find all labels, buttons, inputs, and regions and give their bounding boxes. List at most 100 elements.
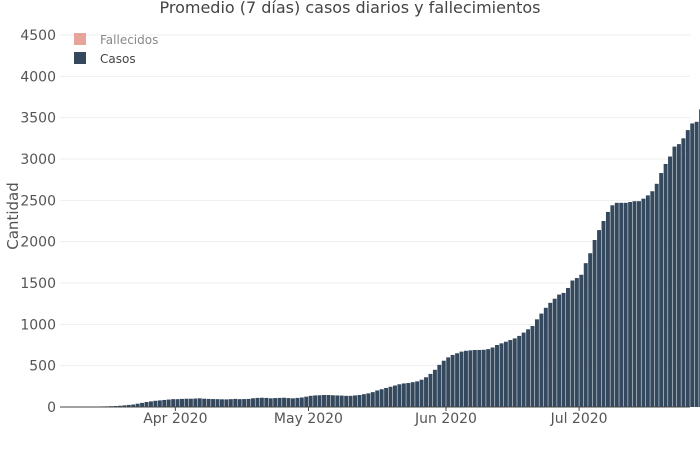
bar-casos[interactable]	[353, 395, 357, 407]
bar-casos[interactable]	[655, 184, 659, 407]
bar-casos[interactable]	[615, 203, 619, 407]
bar-casos[interactable]	[233, 399, 237, 407]
bar-casos[interactable]	[424, 377, 428, 407]
bar-casos[interactable]	[606, 212, 610, 407]
bar-casos[interactable]	[318, 395, 322, 407]
bar-casos[interactable]	[624, 203, 628, 407]
bar-casos[interactable]	[393, 386, 397, 407]
bar-casos[interactable]	[282, 398, 286, 407]
bar-casos[interactable]	[309, 396, 313, 407]
bar-casos[interactable]	[278, 398, 282, 407]
bar-casos[interactable]	[482, 350, 486, 407]
legend-item-casos[interactable]: Casos	[74, 52, 136, 66]
bar-casos[interactable]	[588, 253, 592, 407]
bar-casos[interactable]	[349, 396, 353, 407]
bar-casos[interactable]	[562, 293, 566, 407]
bar-casos[interactable]	[446, 357, 450, 407]
bar-casos[interactable]	[668, 157, 672, 407]
bar-casos[interactable]	[539, 314, 543, 407]
bar-casos[interactable]	[198, 398, 202, 407]
bar-casos[interactable]	[637, 201, 641, 407]
bar-casos[interactable]	[402, 383, 406, 407]
bar-casos[interactable]	[149, 401, 153, 407]
bar-casos[interactable]	[211, 399, 215, 407]
bar-casos[interactable]	[513, 338, 517, 407]
bar-casos[interactable]	[255, 398, 259, 407]
bar-casos[interactable]	[371, 392, 375, 407]
bar-casos[interactable]	[557, 295, 561, 407]
bar-casos[interactable]	[415, 381, 419, 407]
bar-casos[interactable]	[411, 382, 415, 407]
bar-casos[interactable]	[602, 221, 606, 407]
bar-casos[interactable]	[216, 399, 220, 407]
bar-casos[interactable]	[162, 400, 166, 407]
bar-casos[interactable]	[189, 399, 193, 407]
bar-casos[interactable]	[548, 303, 552, 407]
bar-casos[interactable]	[677, 144, 681, 407]
bar-casos[interactable]	[145, 402, 149, 407]
bar-casos[interactable]	[508, 340, 512, 407]
bar-casos[interactable]	[517, 336, 521, 407]
bar-casos[interactable]	[531, 326, 535, 407]
bar-casos[interactable]	[375, 390, 379, 407]
bar-casos[interactable]	[437, 365, 441, 407]
bar-casos[interactable]	[300, 397, 304, 407]
bar-casos[interactable]	[358, 395, 362, 407]
bar-casos[interactable]	[686, 130, 690, 407]
bar-casos[interactable]	[264, 398, 268, 407]
bar-casos[interactable]	[251, 398, 255, 407]
bar-casos[interactable]	[619, 203, 623, 407]
bar-casos[interactable]	[526, 329, 530, 407]
bar-casos[interactable]	[579, 275, 583, 407]
bar-casos[interactable]	[362, 394, 366, 407]
bar-casos[interactable]	[499, 343, 503, 407]
bar-casos[interactable]	[384, 388, 388, 407]
bar-casos[interactable]	[566, 288, 570, 407]
bar-casos[interactable]	[220, 399, 224, 407]
bar-casos[interactable]	[468, 350, 472, 407]
bar-casos[interactable]	[340, 396, 344, 407]
bar-casos[interactable]	[575, 278, 579, 407]
bar-casos[interactable]	[269, 398, 273, 407]
bar-casos[interactable]	[238, 399, 242, 407]
bar-casos[interactable]	[570, 281, 574, 407]
bar-casos[interactable]	[224, 399, 228, 407]
bar-casos[interactable]	[344, 396, 348, 407]
bar-casos[interactable]	[504, 342, 508, 407]
bar-casos[interactable]	[584, 263, 588, 407]
bar-casos[interactable]	[304, 397, 308, 407]
bar-casos[interactable]	[287, 398, 291, 407]
bar-casos[interactable]	[389, 387, 393, 407]
bar-casos[interactable]	[544, 308, 548, 407]
bar-casos[interactable]	[473, 350, 477, 407]
bar-casos[interactable]	[326, 395, 330, 407]
bar-casos[interactable]	[641, 199, 645, 407]
bar-casos[interactable]	[406, 383, 410, 407]
bar-casos[interactable]	[433, 370, 437, 407]
bar-casos[interactable]	[442, 361, 446, 407]
bar-casos[interactable]	[171, 399, 175, 407]
bar-casos[interactable]	[207, 399, 211, 407]
bar-casos[interactable]	[366, 393, 370, 407]
bar-casos[interactable]	[553, 299, 557, 407]
bar-casos[interactable]	[455, 353, 459, 407]
bar-casos[interactable]	[291, 398, 295, 407]
bar-casos[interactable]	[428, 374, 432, 407]
bar-casos[interactable]	[659, 173, 663, 407]
bar-casos[interactable]	[690, 123, 694, 407]
bar-casos[interactable]	[331, 395, 335, 407]
bar-casos[interactable]	[273, 398, 277, 407]
bar-casos[interactable]	[464, 351, 468, 407]
bar-casos[interactable]	[522, 333, 526, 407]
bar-casos[interactable]	[460, 352, 464, 407]
bar-casos[interactable]	[167, 400, 171, 407]
bar-casos[interactable]	[477, 350, 481, 407]
bar-casos[interactable]	[158, 400, 162, 407]
bar-casos[interactable]	[242, 399, 246, 407]
bar-casos[interactable]	[260, 398, 264, 407]
bar-casos[interactable]	[193, 399, 197, 407]
bar-casos[interactable]	[247, 399, 251, 407]
bar-casos[interactable]	[420, 380, 424, 407]
bar-casos[interactable]	[140, 403, 144, 407]
bar-casos[interactable]	[535, 319, 539, 407]
